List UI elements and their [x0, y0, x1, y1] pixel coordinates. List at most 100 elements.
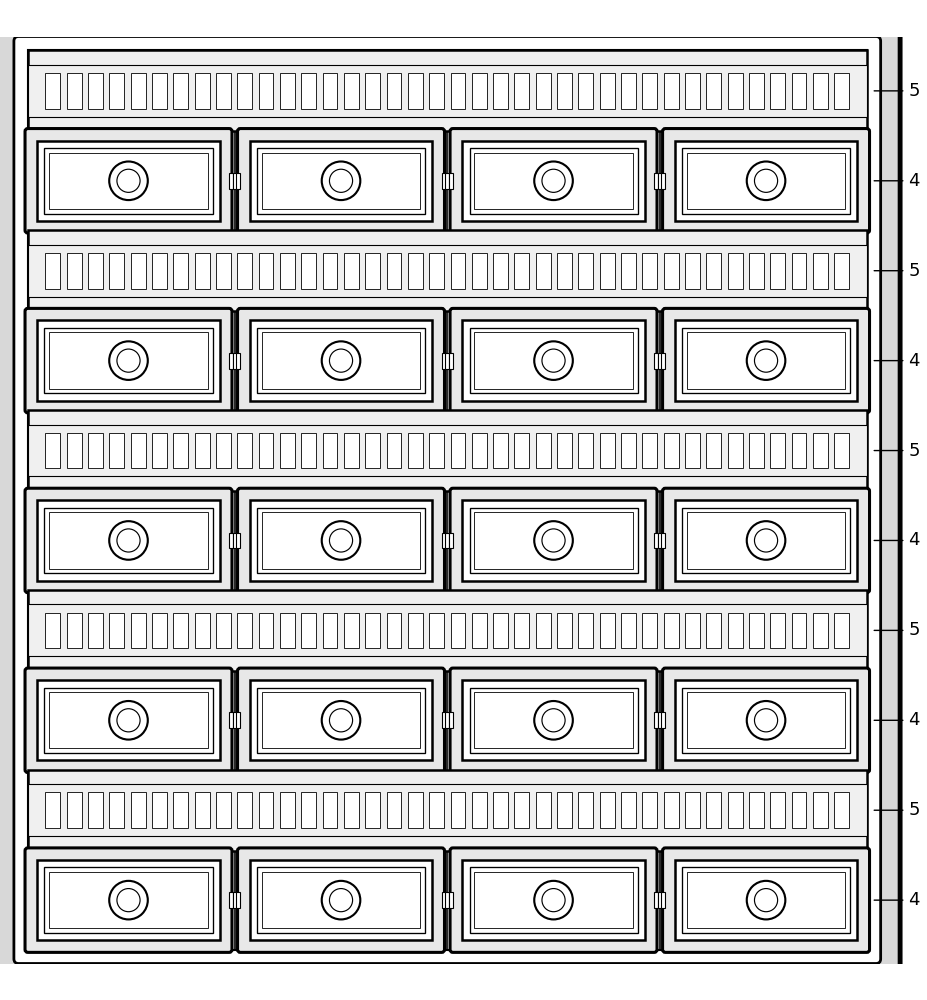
Circle shape: [755, 349, 778, 372]
Bar: [152, 253, 167, 289]
Circle shape: [542, 349, 565, 372]
FancyBboxPatch shape: [451, 488, 657, 593]
Bar: [687, 512, 845, 569]
Text: 4: 4: [874, 352, 920, 370]
Bar: [470, 867, 638, 933]
Bar: [475, 512, 633, 569]
Bar: [685, 792, 700, 828]
Bar: [658, 712, 662, 728]
Circle shape: [329, 169, 352, 192]
Bar: [261, 332, 420, 389]
Bar: [233, 712, 236, 728]
Bar: [664, 792, 679, 828]
Bar: [813, 792, 828, 828]
FancyBboxPatch shape: [237, 488, 444, 593]
Bar: [236, 353, 240, 369]
Bar: [229, 353, 233, 369]
Bar: [195, 73, 210, 109]
Bar: [441, 173, 446, 189]
Bar: [233, 353, 236, 369]
FancyBboxPatch shape: [25, 488, 232, 593]
Bar: [449, 712, 452, 728]
Bar: [493, 792, 508, 828]
Bar: [749, 433, 764, 468]
Bar: [557, 792, 572, 828]
Bar: [470, 688, 638, 753]
Bar: [445, 173, 450, 189]
Bar: [233, 533, 236, 548]
Bar: [792, 73, 806, 109]
Bar: [514, 792, 529, 828]
Bar: [152, 73, 167, 109]
Circle shape: [534, 521, 573, 560]
Bar: [259, 73, 273, 109]
Bar: [654, 892, 658, 908]
Bar: [834, 73, 849, 109]
Bar: [408, 613, 423, 648]
Bar: [257, 867, 425, 933]
Text: 5: 5: [874, 801, 920, 819]
Circle shape: [542, 889, 565, 912]
Bar: [249, 320, 432, 401]
Bar: [28, 590, 867, 671]
FancyBboxPatch shape: [14, 36, 881, 964]
Bar: [472, 253, 487, 289]
Bar: [441, 892, 446, 908]
Bar: [173, 613, 188, 648]
Bar: [44, 688, 212, 753]
Bar: [578, 73, 593, 109]
Bar: [770, 73, 785, 109]
Bar: [451, 792, 465, 828]
Bar: [557, 613, 572, 648]
Bar: [131, 73, 146, 109]
Bar: [475, 872, 633, 928]
Bar: [449, 892, 452, 908]
Bar: [429, 613, 444, 648]
Bar: [462, 860, 645, 940]
Bar: [344, 613, 359, 648]
Bar: [387, 433, 401, 468]
FancyBboxPatch shape: [237, 308, 444, 413]
Bar: [749, 253, 764, 289]
Bar: [28, 230, 867, 311]
Bar: [67, 73, 82, 109]
Bar: [472, 433, 487, 468]
Bar: [237, 73, 252, 109]
Bar: [49, 872, 208, 928]
Bar: [687, 692, 845, 748]
Text: 4: 4: [874, 172, 920, 190]
Bar: [445, 533, 450, 548]
Bar: [658, 353, 662, 369]
Bar: [445, 353, 450, 369]
Circle shape: [117, 529, 140, 552]
Bar: [28, 604, 867, 656]
Bar: [49, 153, 208, 209]
Bar: [770, 792, 785, 828]
Bar: [664, 73, 679, 109]
Bar: [445, 892, 450, 908]
Bar: [88, 73, 103, 109]
Bar: [344, 73, 359, 109]
Bar: [261, 512, 420, 569]
Circle shape: [322, 881, 361, 919]
Bar: [195, 792, 210, 828]
Bar: [654, 533, 658, 548]
Bar: [229, 173, 233, 189]
Bar: [472, 73, 487, 109]
Bar: [451, 613, 465, 648]
Bar: [173, 253, 188, 289]
Bar: [662, 892, 666, 908]
Bar: [249, 860, 432, 940]
FancyBboxPatch shape: [25, 668, 232, 773]
Bar: [557, 253, 572, 289]
Bar: [249, 141, 432, 221]
Bar: [408, 73, 423, 109]
Bar: [792, 253, 806, 289]
Bar: [536, 253, 551, 289]
Bar: [600, 73, 615, 109]
Bar: [770, 253, 785, 289]
Bar: [687, 153, 845, 209]
Bar: [67, 433, 82, 468]
Bar: [131, 433, 146, 468]
Bar: [682, 688, 850, 753]
